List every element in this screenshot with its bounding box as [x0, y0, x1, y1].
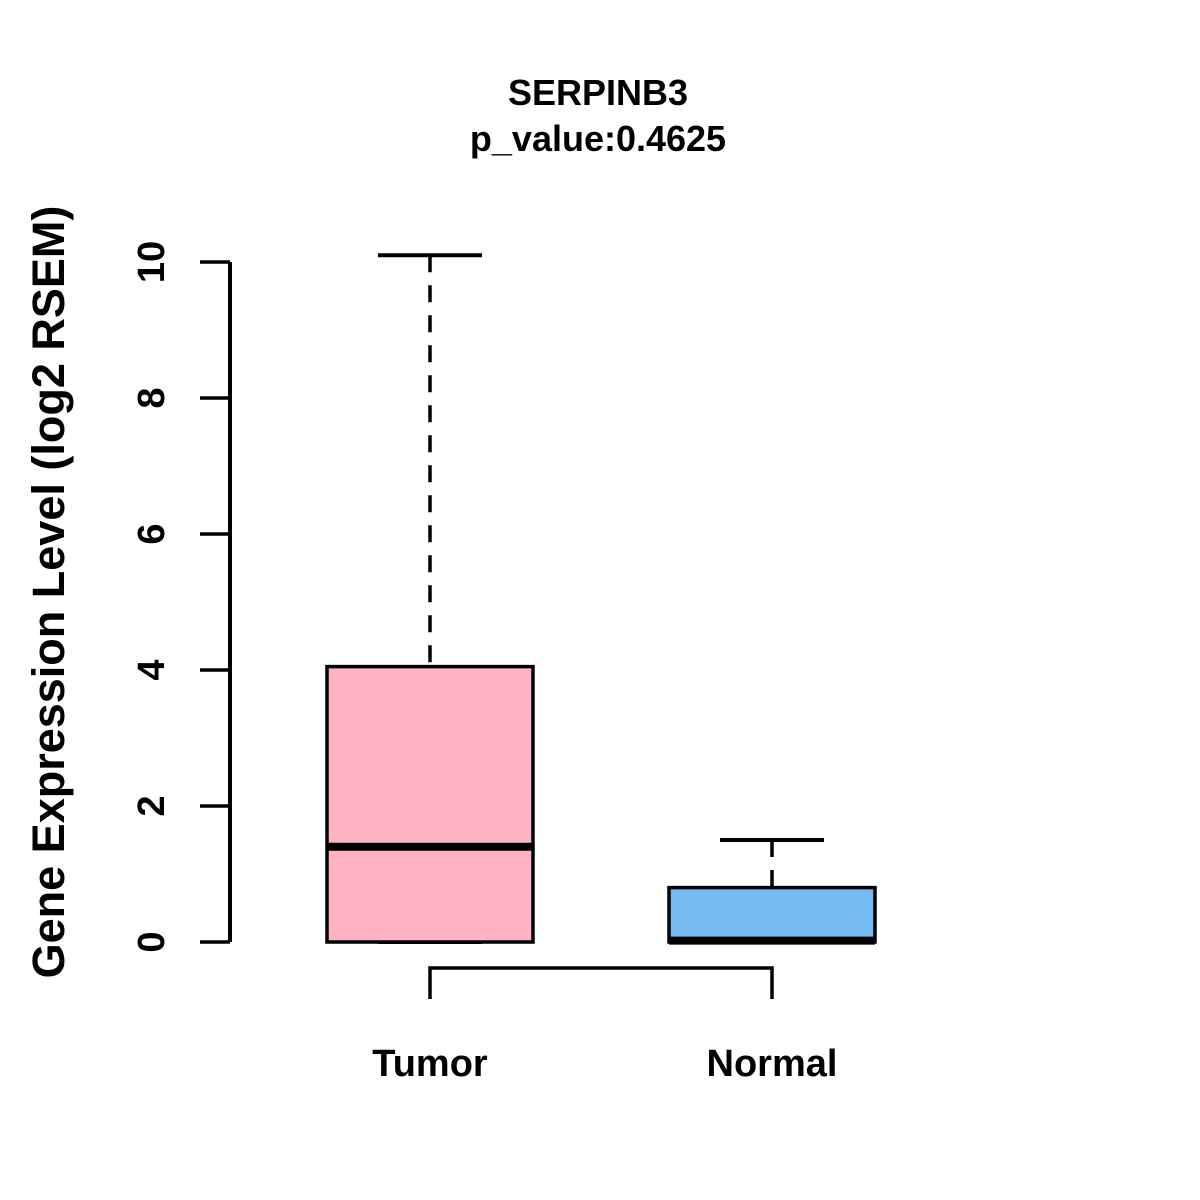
comparison-bracket — [428, 966, 774, 999]
y-tick-label: 4 — [131, 659, 173, 680]
y-tick-label: 0 — [131, 931, 173, 952]
box-normal — [667, 885, 877, 944]
y-tick-label: 2 — [131, 795, 173, 816]
y-axis-label: Gene Expression Level (log2 RSEM) — [23, 206, 74, 979]
x-category-label-tumor: Tumor — [372, 1043, 488, 1085]
y-tick-label: 10 — [131, 241, 173, 283]
y-tick-label: 8 — [131, 387, 173, 408]
box-tumor — [325, 664, 535, 944]
chart-subtitle-pvalue: p_value:0.4625 — [470, 118, 726, 159]
plot-geometry-layer: 0 2 4 6 8 10 — [131, 241, 877, 999]
chart-title: SERPINB3 — [508, 72, 688, 113]
x-category-label-normal: Normal — [707, 1043, 838, 1085]
y-tick-label: 6 — [131, 523, 173, 544]
